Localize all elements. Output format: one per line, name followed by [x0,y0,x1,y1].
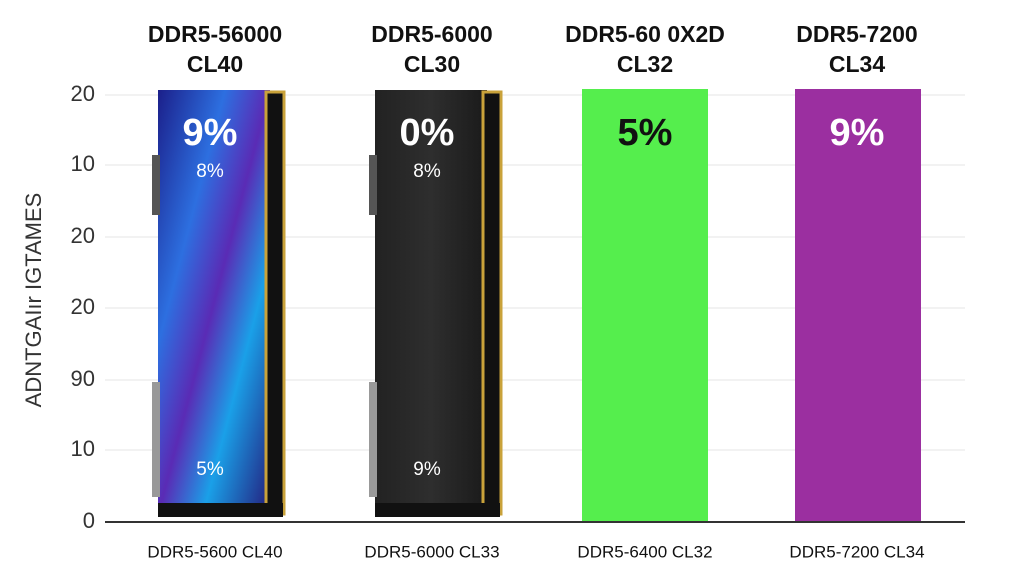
x-label: DDR5-6000 CL33 [364,542,499,561]
bar [795,89,921,522]
ram-stick-clip [369,155,377,215]
column-heading: DDR5-7200 [796,21,917,47]
ram-stick-clip [152,382,160,497]
bar-label: 8% [413,161,441,182]
ram-stick-edge [481,90,503,516]
ram-stick-clip [369,382,377,497]
ram-stick-edge [264,90,286,516]
y-axis-title: ADNTGAIır IGTAMES [21,193,46,408]
ram-stick-clip [152,155,160,215]
bar-label: 9% [830,112,885,154]
column-heading: DDR5-60 0X2D [565,21,725,47]
bar-label: 9% [183,112,238,154]
column-heading: CL40 [187,51,243,77]
bar [582,89,708,522]
bar-label: 9% [413,459,441,480]
y-tick-label: 10 [71,436,95,461]
bar-label: 5% [196,459,224,480]
y-tick-label: 10 [71,151,95,176]
x-label: DDR5-7200 CL34 [789,542,924,561]
ram-stick-foot [158,503,283,517]
bar-label: 5% [618,112,673,154]
column-heading: CL34 [829,51,885,77]
column-heading: CL30 [404,51,460,77]
y-tick-label: 20 [71,294,95,319]
column-heading: DDR5-6000 [371,21,492,47]
ram-stick [158,90,270,515]
bar-label: 8% [196,161,224,182]
y-tick-label: 20 [71,81,95,106]
ram-stick [375,90,487,515]
x-label: DDR5-6400 CL32 [577,542,712,561]
y-tick-label: 20 [71,223,95,248]
column-heading: CL32 [617,51,673,77]
column-heading: DDR5-56000 [148,21,282,47]
y-tick-label: 90 [71,366,95,391]
bar-label: 0% [400,112,455,154]
x-label: DDR5-5600 CL40 [147,542,282,561]
ram-stick-foot [375,503,500,517]
y-tick-label: 0 [83,508,95,533]
